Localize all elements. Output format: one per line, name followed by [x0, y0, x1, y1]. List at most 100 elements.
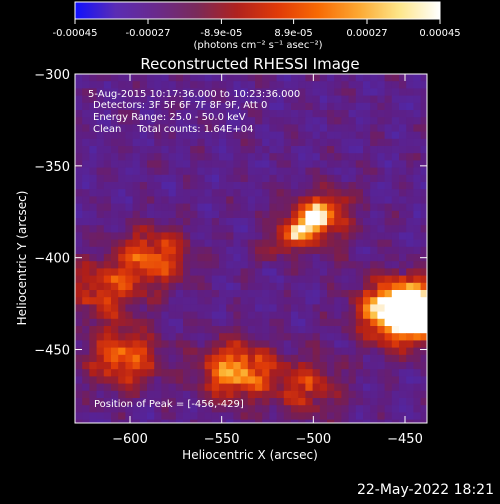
heatmap-cell [348, 275, 357, 284]
heatmap-cell [89, 383, 97, 392]
heatmap-cell [103, 88, 112, 96]
heatmap-cell [154, 390, 162, 399]
heatmap-cell [96, 232, 105, 240]
heatmap-cell [298, 131, 306, 140]
heatmap-cell [226, 419, 234, 423]
heatmap-cell [132, 167, 141, 176]
heatmap-cell [204, 160, 213, 168]
heatmap-cell [262, 390, 270, 399]
heatmap-cell [312, 362, 321, 370]
heatmap-cell [226, 340, 234, 348]
heatmap-cell [319, 102, 328, 111]
heatmap-cell [363, 124, 371, 132]
heatmap-cell [262, 354, 270, 363]
heatmap-cell [384, 174, 393, 183]
heatmap-cell [283, 261, 292, 269]
heatmap-cell [197, 405, 205, 413]
heatmap-cell [269, 405, 277, 413]
heatmap-cell [197, 210, 205, 219]
heatmap-cell [327, 354, 335, 363]
heatmap-cell [305, 340, 313, 348]
heatmap-cell [391, 225, 400, 233]
heatmap-cell [147, 326, 155, 334]
heatmap-cell [298, 369, 306, 377]
heatmap-cell [291, 117, 299, 125]
heatmap-cell [384, 146, 393, 154]
heatmap-cell [298, 261, 306, 269]
heatmap-cell [355, 138, 364, 147]
heatmap-cell [377, 81, 385, 89]
heatmap-cell [139, 282, 148, 291]
heatmap-cell [204, 362, 213, 370]
heatmap-cell [154, 182, 162, 190]
heatmap-cell [161, 225, 169, 233]
heatmap-cell [262, 282, 270, 291]
heatmap-cell [103, 246, 112, 255]
heatmap-cell [406, 210, 414, 219]
heatmap-cell [363, 102, 371, 111]
heatmap-cell [348, 88, 357, 96]
heatmap-cell [190, 225, 198, 233]
heatmap-cell [147, 390, 155, 399]
heatmap-cell [355, 340, 364, 348]
heatmap-cell [406, 218, 414, 226]
heatmap-cell [384, 88, 393, 96]
heatmap-cell [161, 174, 169, 183]
heatmap-cell [283, 196, 292, 204]
heatmap-cell [247, 419, 256, 423]
heatmap-cell [363, 383, 371, 392]
heatmap-cell [233, 282, 241, 291]
heatmap-cell [363, 369, 371, 377]
heatmap-cell [125, 254, 133, 262]
heatmap-cell [327, 124, 335, 132]
heatmap-cell [147, 354, 155, 363]
heatmap-cell [413, 419, 421, 423]
heatmap-cell [75, 160, 83, 168]
heatmap-cell [82, 290, 90, 298]
heatmap-cell [262, 117, 270, 125]
heatmap-cell [240, 326, 249, 334]
heatmap-cell [75, 95, 83, 104]
heatmap-cell [219, 275, 227, 284]
heatmap-cell [283, 102, 292, 111]
heatmap-cell [240, 354, 249, 363]
heatmap-cell [118, 290, 126, 298]
heatmap-cell [168, 225, 177, 233]
heatmap-cell [190, 347, 198, 356]
heatmap-cell [111, 369, 119, 377]
heatmap-cell [175, 412, 184, 420]
heatmap-cell [132, 333, 141, 341]
heatmap-cell [255, 160, 263, 168]
heatmap-cell [262, 124, 270, 132]
heatmap-cell [399, 138, 407, 147]
heatmap-cell [377, 326, 385, 334]
heatmap-cell [233, 405, 241, 413]
heatmap-cell [255, 311, 263, 320]
heatmap-cell [175, 232, 184, 240]
heatmap-cell [118, 88, 126, 96]
heatmap-cell [269, 369, 277, 377]
heatmap-cell [132, 196, 141, 204]
heatmap-cell [175, 304, 184, 312]
heatmap-cell [161, 146, 169, 154]
heatmap-cell [255, 362, 263, 370]
heatmap-cell [168, 239, 177, 248]
heatmap-cell [154, 354, 162, 363]
heatmap-cell [399, 203, 407, 212]
heatmap-cell [399, 110, 407, 118]
heatmap-cell [384, 110, 393, 118]
heatmap-cell [334, 131, 342, 140]
heatmap-cell [132, 362, 141, 370]
heatmap-cell [305, 138, 313, 147]
heatmap-cell [305, 232, 313, 240]
colorbar-tick-label: 0.00027 [346, 28, 387, 39]
heatmap-cell [183, 117, 191, 125]
heatmap-cell [255, 81, 263, 89]
heatmap-cell [291, 254, 299, 262]
heatmap-cell [233, 412, 241, 420]
heatmap-cell [391, 390, 400, 399]
heatmap-cell [82, 297, 90, 305]
heatmap-cell [89, 182, 97, 190]
heatmap-cell [291, 196, 299, 204]
heatmap-cell [96, 354, 105, 363]
